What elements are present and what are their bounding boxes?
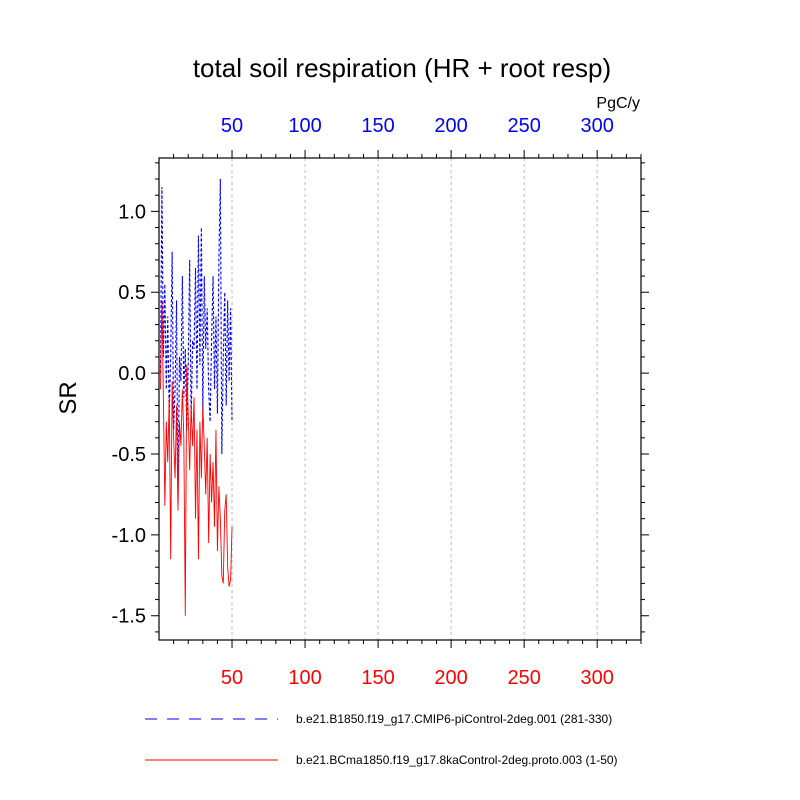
x-tick-label-bottom: 300	[580, 667, 613, 689]
tick-labels: 50 50 100 100 150 150 200 200 250 250 300 300 1.0 0.5…	[112, 115, 614, 689]
legend-label-2: b.e21.BCma1850.f19_g17.8kaControl-2deg.p…	[296, 753, 618, 767]
y-tick-label: -0.5	[112, 444, 146, 466]
gridlines	[231, 158, 598, 640]
x-tick-label-top: 300	[580, 115, 613, 137]
chart-title: total soil respiration (HR + root resp)	[193, 53, 611, 83]
series-line-1	[159, 179, 233, 503]
y-tick-label: 1.0	[118, 201, 146, 223]
x-tick-label-top: 200	[434, 115, 467, 137]
y-tick-label: 0.5	[118, 282, 146, 304]
x-tick-label-top: 150	[361, 115, 394, 137]
data-series	[159, 179, 233, 616]
series-line-2	[160, 300, 233, 616]
axis-ticks	[151, 150, 649, 648]
x-tick-label-bottom: 100	[288, 667, 321, 689]
y-axis-label: SR	[55, 381, 82, 414]
x-tick-label-bottom: 250	[507, 667, 540, 689]
plot-frame	[158, 157, 642, 641]
y-tick-label: 0.0	[118, 363, 146, 385]
units-label: PgC/y	[596, 95, 640, 112]
legend: b.e21.B1850.f19_g17.CMIP6-piControl-2deg…	[145, 712, 618, 767]
y-tick-label: -1.5	[112, 606, 146, 628]
x-tick-label-top: 50	[221, 115, 243, 137]
x-tick-label-top: 100	[288, 115, 321, 137]
y-tick-label: -1.0	[112, 525, 146, 547]
legend-label-1: b.e21.B1850.f19_g17.CMIP6-piControl-2deg…	[296, 712, 612, 726]
x-tick-label-bottom: 200	[434, 667, 467, 689]
x-tick-label-bottom: 150	[361, 667, 394, 689]
x-tick-label-bottom: 50	[221, 667, 243, 689]
x-tick-label-top: 250	[507, 115, 540, 137]
